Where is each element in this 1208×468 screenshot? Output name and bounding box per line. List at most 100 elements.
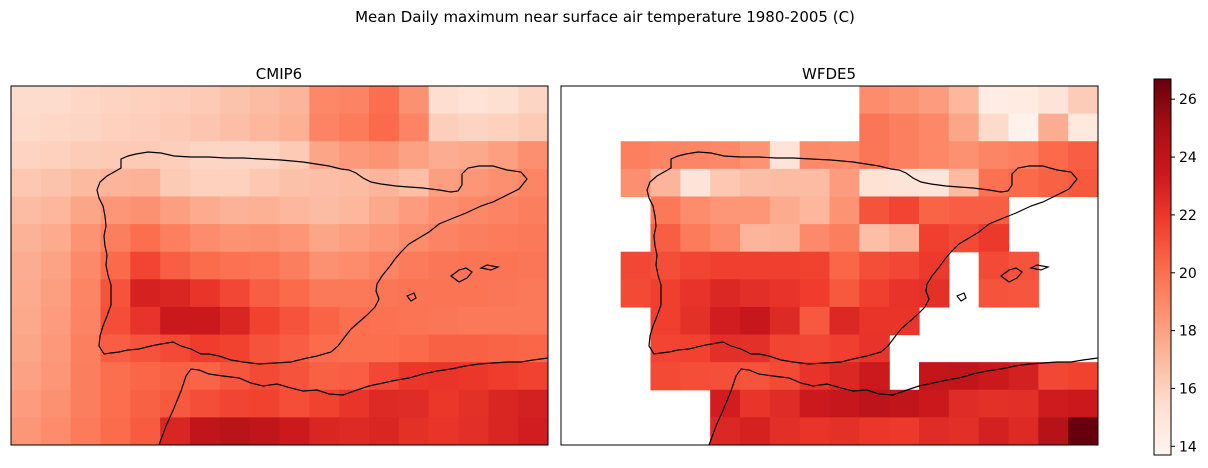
- heatmap-cell: [428, 279, 460, 308]
- heatmap-cell: [488, 168, 519, 198]
- heatmap-cell: [279, 141, 310, 170]
- heatmap-cell: [428, 113, 460, 142]
- heatmap-cell: [859, 113, 890, 142]
- heatmap-cell: [249, 113, 281, 142]
- heatmap-cell: [859, 168, 890, 198]
- heatmap-cell: [740, 251, 771, 280]
- heatmap-cell: [889, 141, 920, 170]
- heatmap-cell: [398, 417, 430, 445]
- heatmap-cell: [1068, 141, 1098, 170]
- heatmap-cell: [398, 141, 430, 170]
- heatmap-cell: [309, 196, 340, 225]
- heatmap-cell: [799, 279, 831, 308]
- heatmap-cell: [70, 251, 102, 280]
- heatmap-cell: [398, 251, 430, 280]
- heatmap-cell: [978, 279, 1010, 308]
- heatmap-cell: [488, 141, 519, 170]
- heatmap-cell: [339, 141, 370, 170]
- heatmap-cell: [279, 417, 310, 445]
- heatmap-cell: [190, 279, 221, 308]
- heatmap-cell: [40, 306, 72, 336]
- heatmap-cell: [428, 141, 460, 170]
- heatmap-cell: [130, 141, 161, 170]
- heatmap-cell: [219, 389, 251, 418]
- heatmap-cell: [309, 251, 340, 280]
- heatmap-cell: [889, 251, 920, 280]
- heatmap-cell: [339, 224, 370, 253]
- heatmap-cell: [130, 196, 161, 225]
- heatmap-cell: [829, 417, 860, 445]
- heatmap-cell: [70, 196, 102, 225]
- heatmap-cell: [889, 306, 920, 336]
- heatmap-cell: [70, 224, 102, 253]
- heatmap-cell: [219, 196, 251, 225]
- heatmap-cell: [130, 389, 161, 418]
- heatmap-cell: [11, 196, 42, 225]
- colorbar-tick-label: 20: [1179, 266, 1197, 282]
- heatmap-cell: [70, 141, 102, 170]
- heatmap-cell: [1008, 389, 1039, 418]
- heatmap-cell: [40, 251, 72, 280]
- heatmap-cell: [130, 362, 161, 391]
- heatmap-cell: [799, 196, 831, 225]
- heatmap-cell: [1068, 168, 1098, 198]
- heatmap-cell: [11, 306, 42, 336]
- heatmap-cell: [710, 334, 741, 363]
- heatmap-cell: [1038, 141, 1069, 170]
- heatmap-cell: [829, 389, 860, 418]
- heatmap-cell: [249, 86, 281, 115]
- heatmap-cell: [518, 224, 548, 253]
- heatmap-cell: [518, 389, 548, 418]
- heatmap-cell: [190, 362, 221, 391]
- heatmap-cell: [398, 334, 430, 363]
- heatmap-cell: [130, 251, 161, 280]
- heatmap-cell: [859, 251, 890, 280]
- heatmap-cell: [11, 279, 42, 308]
- heatmap-cell: [859, 279, 890, 308]
- heatmap-cell: [100, 362, 131, 391]
- heatmap-cell: [339, 306, 370, 336]
- heatmap-cell: [369, 389, 400, 418]
- heatmap-cell: [219, 224, 251, 253]
- heatmap-cell: [190, 306, 221, 336]
- heatmap-cell: [339, 113, 370, 142]
- heatmap-cell: [799, 306, 831, 336]
- heatmap-cell: [769, 279, 801, 308]
- heatmap-cell: [369, 113, 400, 142]
- colorbar-tick-label: 26: [1179, 92, 1197, 108]
- heatmap-cell: [1038, 362, 1069, 391]
- heatmap-cell: [40, 417, 72, 445]
- heatmap-cell: [70, 113, 102, 142]
- heatmap-cell: [919, 113, 950, 142]
- heatmap-cell: [1068, 113, 1098, 142]
- heatmap-cell: [309, 168, 340, 198]
- heatmap-cell: [219, 251, 251, 280]
- panel-frame-wfde5: [560, 85, 1099, 446]
- heatmap-cell: [100, 168, 131, 198]
- heatmap-cell: [40, 196, 72, 225]
- heatmap-cell: [219, 334, 251, 363]
- heatmap-cell: [458, 417, 489, 445]
- heatmap-cell: [398, 113, 430, 142]
- heatmap-cell: [249, 334, 281, 363]
- heatmap-cell: [369, 362, 400, 391]
- heatmap-cell: [1008, 251, 1039, 280]
- heatmap-cell: [650, 251, 681, 280]
- heatmap-cell: [130, 334, 161, 363]
- heatmap-cell: [11, 168, 42, 198]
- heatmap-cell: [829, 279, 860, 308]
- heatmap-cell: [249, 224, 281, 253]
- heatmap-cell: [829, 224, 860, 253]
- heatmap-cell: [1008, 417, 1039, 445]
- heatmap-cell: [919, 86, 950, 115]
- heatmap-cell: [279, 279, 310, 308]
- heatmap-cell: [1008, 168, 1039, 198]
- heatmap-cell: [249, 306, 281, 336]
- heatmap-cell: [710, 196, 741, 225]
- heatmap-cell: [219, 86, 251, 115]
- heatmap-cell: [130, 168, 161, 198]
- heatmap-cell: [680, 141, 711, 170]
- heatmap-cell: [948, 196, 980, 225]
- heatmap-cell: [190, 224, 221, 253]
